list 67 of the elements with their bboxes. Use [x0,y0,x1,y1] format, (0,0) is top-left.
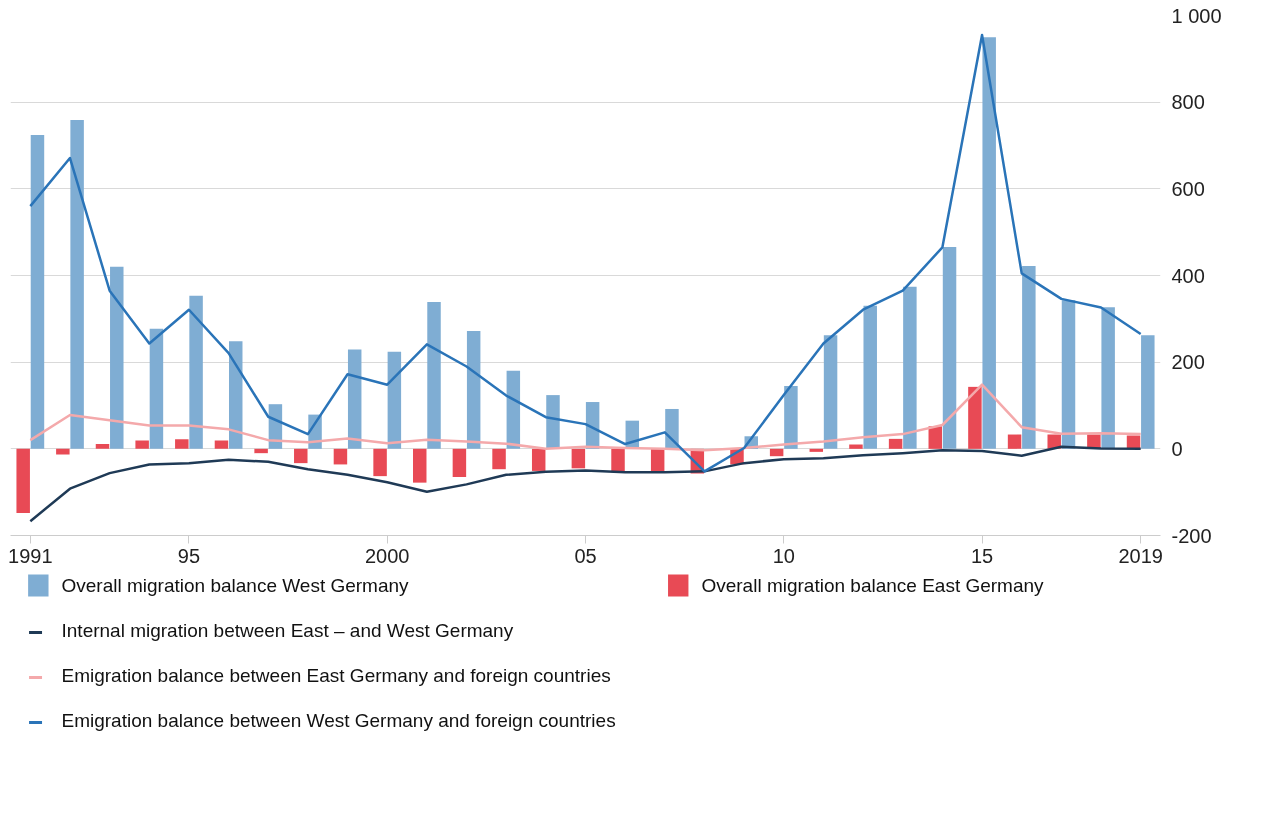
bar [571,448,586,469]
bar [809,448,824,452]
bar [149,328,164,449]
bar [968,386,982,449]
bar [928,426,942,449]
bar [135,440,149,449]
line-series [29,33,1142,473]
bar [1007,434,1022,449]
bar [942,246,957,449]
bar [466,330,481,449]
bar [110,266,124,449]
y-tick-label: -200 [1171,524,1212,547]
bar [506,370,521,449]
bar [16,448,30,513]
x-tick-label: 1991 [8,544,53,567]
y-tick-label: 0 [1171,437,1183,460]
bar [982,37,996,449]
bar [611,448,625,473]
legend-label: Overall migration balance West Germany [61,575,410,596]
line-series [29,445,1142,523]
legend-label: Overall migration balance East Germany [701,575,1045,596]
x-tick-label: 15 [970,544,994,567]
x-tick-label: 2000 [364,544,410,567]
bar [863,305,877,449]
x-tick-label: 2019 [1118,544,1163,567]
bar [229,341,243,449]
bar [492,448,506,470]
y-tick-label: 1 000 [1171,4,1222,27]
bar [784,386,798,449]
bar [333,448,348,465]
bar [1022,265,1036,449]
bar [214,440,229,449]
x-tick-label: 05 [574,544,597,567]
x-tick-label: 95 [177,544,201,567]
bar [452,448,467,477]
line-series [29,383,1142,452]
bar [1101,307,1115,449]
bar [903,286,917,449]
bar [1141,335,1155,449]
bar [70,119,84,449]
bar [254,448,268,454]
bar [427,301,441,449]
y-tick-label: 200 [1171,351,1205,374]
bar [1061,300,1076,449]
legend-label: Internal migration between East – and West Germany [61,620,514,641]
bar [189,295,203,449]
legend-label: Emigration balance between West Germany and foreign countries [61,710,616,731]
bar [373,448,387,477]
x-tick-label: 10 [772,544,795,567]
bar [823,335,838,449]
bar [30,135,45,449]
bar [413,448,427,483]
bar [56,448,70,455]
y-tick-label: 800 [1171,91,1205,114]
bar [347,349,362,449]
legend-label: Emigration balance between East Germany and foreign countries [61,665,611,686]
bar [95,444,110,449]
bar [888,438,903,449]
y-tick-label: 400 [1171,264,1205,287]
bar [849,444,863,449]
bar [294,448,308,464]
bar [531,448,546,471]
bar [175,439,189,449]
bar [769,448,784,457]
bar [387,351,402,449]
bar [546,395,560,449]
y-tick-label: 600 [1171,177,1205,200]
